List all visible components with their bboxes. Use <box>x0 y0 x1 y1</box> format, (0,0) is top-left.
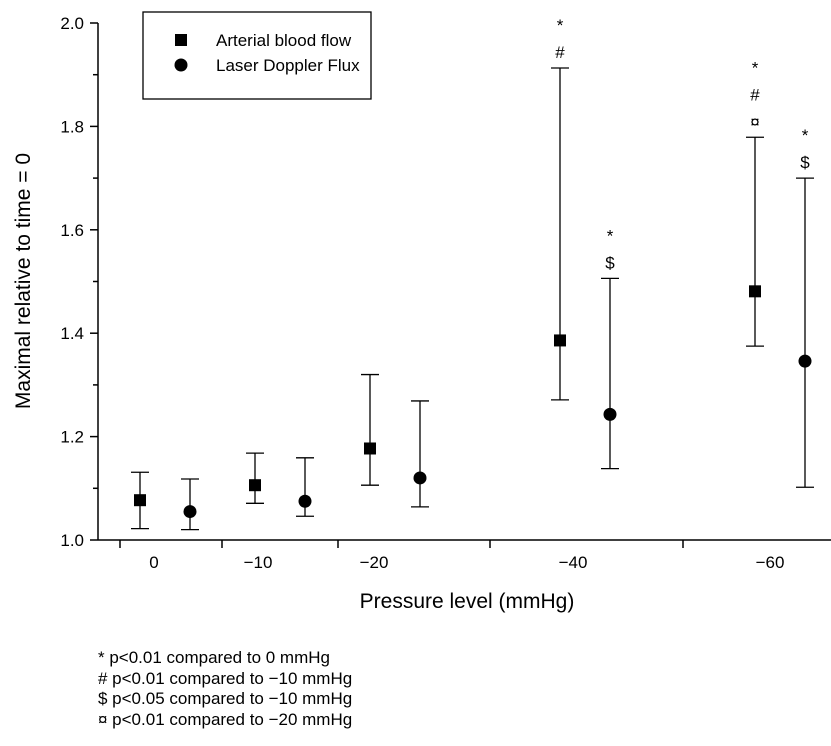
significance-mark: $ <box>800 153 810 172</box>
data-point-circle <box>298 494 312 508</box>
significance-mark: ¤ <box>750 112 759 131</box>
legend-marker-circle <box>174 58 188 72</box>
x-tick-label: −40 <box>559 553 588 572</box>
y-axis-title: Maximal relative to time = 0 <box>12 153 35 409</box>
significance-mark: * <box>752 58 759 77</box>
footnote-item: * p<0.01 compared to 0 mmHg <box>98 648 330 667</box>
footnotes: * p<0.01 compared to 0 mmHg # p<0.01 com… <box>98 648 352 730</box>
data-point-square <box>554 334 566 347</box>
x-tick-label: 0 <box>149 553 158 572</box>
data-point-circle <box>183 505 197 519</box>
y-tick-label: 1.0 <box>60 531 84 550</box>
legend: Arterial blood flow Laser Doppler Flux <box>142 11 372 100</box>
x-tick-label: −60 <box>756 553 785 572</box>
series-laser-doppler-flux: * $ * $ <box>181 126 814 531</box>
significance-mark: # <box>555 43 565 62</box>
data-point-square <box>364 442 376 455</box>
significance-mark: * <box>557 16 564 35</box>
data-point-circle <box>798 354 812 368</box>
footnote-item: $ p<0.05 compared to −10 mmHg <box>98 689 353 708</box>
footnote-item: ¤ p<0.01 compared to −20 mmHg <box>98 709 353 729</box>
y-tick-label: 1.4 <box>60 324 84 343</box>
significance-mark: * <box>802 126 809 145</box>
x-axis-title: Pressure level (mmHg) <box>360 590 575 613</box>
data-point-square <box>249 479 261 492</box>
footnote-item: # p<0.01 compared to −10 mmHg <box>98 668 353 688</box>
legend-box <box>142 11 372 100</box>
y-tick-label: 1.6 <box>60 221 84 240</box>
data-point-square <box>134 494 146 507</box>
x-tick-label: −20 <box>360 553 389 572</box>
axes: 1.0 1.2 1.4 1.6 1.8 2.0 0 −10 −20 −40 −60 <box>60 14 831 572</box>
data-point-circle <box>603 407 617 421</box>
x-tick-label: −10 <box>244 553 273 572</box>
data-point-circle <box>413 471 427 485</box>
data-point-square <box>749 285 761 298</box>
legend-label: Laser Doppler Flux <box>216 56 360 75</box>
y-tick-label: 1.8 <box>60 117 84 136</box>
significance-mark: $ <box>605 253 615 272</box>
y-tick-label: 1.2 <box>60 428 84 447</box>
data-layer: * # * # ¤ * $ * $ <box>131 16 814 531</box>
series-arterial-blood-flow: * # * # ¤ <box>131 16 764 530</box>
legend-label: Arterial blood flow <box>216 31 352 50</box>
significance-mark: * <box>607 226 614 245</box>
legend-marker-square <box>175 34 187 46</box>
y-tick-label: 2.0 <box>60 14 84 33</box>
significance-mark: # <box>750 85 760 104</box>
